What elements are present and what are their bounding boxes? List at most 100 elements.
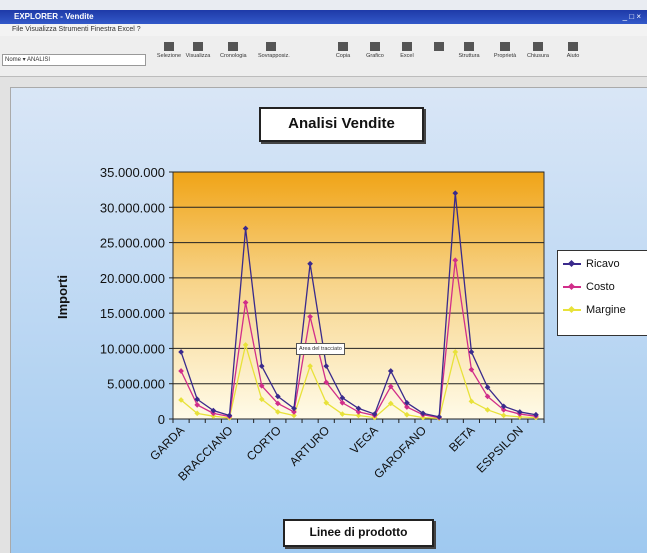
legend-label: Margine bbox=[586, 304, 626, 316]
plot-area-tooltip: Area del tracciato bbox=[296, 343, 345, 355]
toolbar-button-7[interactable] bbox=[426, 40, 452, 70]
toolbar-button-2[interactable]: Cronologia bbox=[220, 40, 247, 70]
menu-bar[interactable]: File Visualizza Strumenti Finestra Excel… bbox=[0, 24, 647, 36]
y-axis-title: Importi bbox=[55, 275, 70, 319]
toolbar-button-9[interactable]: Proprietà bbox=[492, 40, 518, 70]
data-point-margine bbox=[242, 342, 249, 348]
toolbar-button-4[interactable]: Copia bbox=[330, 40, 356, 70]
toolbar-icon bbox=[164, 42, 174, 51]
data-point-costo bbox=[275, 400, 281, 407]
data-point-costo bbox=[452, 257, 459, 264]
chart-legend[interactable]: Ricavo Costo Margine bbox=[557, 250, 647, 336]
data-point-costo bbox=[404, 404, 410, 410]
data-point-ricavo bbox=[533, 411, 539, 418]
name-box[interactable]: Nome ▾ ANALISI bbox=[2, 54, 146, 66]
data-point-ricavo bbox=[210, 407, 217, 414]
data-point-margine bbox=[404, 411, 410, 418]
data-point-ricavo bbox=[468, 349, 475, 355]
toolbar-icon bbox=[193, 42, 203, 51]
data-point-margine bbox=[323, 399, 330, 406]
x-tick-label: GAROFANO bbox=[371, 423, 429, 481]
legend-label: Ricavo bbox=[586, 258, 620, 270]
toolbar-icon bbox=[434, 42, 444, 51]
x-tick-label: ESPSILON bbox=[474, 423, 526, 475]
data-point-ricavo bbox=[242, 225, 249, 232]
data-point-ricavo bbox=[387, 368, 394, 374]
data-point-costo bbox=[291, 409, 297, 415]
legend-item-ricavo[interactable]: Ricavo bbox=[558, 254, 647, 274]
data-point-margine bbox=[291, 412, 297, 419]
data-point-margine bbox=[387, 400, 394, 407]
data-point-costo bbox=[258, 383, 265, 389]
data-point-margine bbox=[484, 406, 491, 413]
x-tick-label: BETA bbox=[446, 423, 477, 454]
data-point-ricavo bbox=[500, 403, 507, 410]
legend-item-margine[interactable]: Margine bbox=[558, 300, 647, 320]
toolbar-button-1[interactable]: Visualizza bbox=[185, 40, 211, 70]
title-bar: EXPLORER - Vendite _ □ × bbox=[0, 10, 647, 24]
data-point-ricavo bbox=[371, 411, 378, 417]
x-axis-title[interactable]: Linee di prodotto bbox=[283, 519, 434, 547]
toolbar-button-8[interactable]: Struttura bbox=[456, 40, 482, 70]
data-point-costo bbox=[323, 379, 330, 386]
toolbar-button-11[interactable]: Aiuto bbox=[560, 40, 586, 70]
data-point-margine bbox=[178, 397, 184, 403]
toolbar-icon bbox=[338, 42, 348, 51]
data-point-ricavo bbox=[516, 409, 523, 415]
y-tick-label: 5.000.000 bbox=[107, 377, 165, 392]
y-tick-label: 15.000.000 bbox=[100, 306, 165, 321]
data-point-costo bbox=[178, 368, 184, 374]
y-tick-label: 25.000.000 bbox=[100, 236, 165, 251]
toolbar-button-10[interactable]: Chiusura bbox=[525, 40, 551, 70]
data-point-ricavo bbox=[452, 190, 459, 196]
x-tick-label: GARDA bbox=[147, 423, 187, 463]
data-point-margine bbox=[258, 396, 265, 403]
toolbar-icon bbox=[402, 42, 412, 51]
plot-area bbox=[172, 171, 545, 420]
toolbar-icon bbox=[464, 42, 474, 51]
data-point-ricavo bbox=[291, 405, 297, 412]
toolbar-button-label: Visualizza bbox=[185, 53, 211, 59]
data-point-costo bbox=[355, 409, 362, 415]
toolbar-button-0[interactable]: Selezione bbox=[156, 40, 182, 70]
data-point-ricavo bbox=[436, 414, 442, 420]
toolbar-button-label: Selezione bbox=[156, 53, 182, 59]
legend-label: Costo bbox=[586, 281, 615, 293]
data-point-ricavo bbox=[355, 405, 362, 412]
data-point-ricavo bbox=[275, 393, 281, 400]
legend-item-costo[interactable]: Costo bbox=[558, 277, 647, 297]
toolbar-button-5[interactable]: Grafico bbox=[362, 40, 388, 70]
toolbar-button-label: Proprietà bbox=[493, 53, 517, 59]
toolbar-button-6[interactable]: Excel bbox=[394, 40, 420, 70]
data-point-costo bbox=[484, 393, 491, 400]
data-point-ricavo bbox=[226, 412, 233, 419]
y-tick-label: 10.000.000 bbox=[100, 341, 165, 356]
data-point-costo bbox=[339, 399, 346, 406]
toolbar-button-label: Aiuto bbox=[566, 53, 580, 59]
data-point-margine bbox=[339, 411, 346, 417]
data-point-ricavo bbox=[484, 384, 491, 391]
data-point-margine bbox=[500, 412, 507, 419]
data-point-costo bbox=[242, 299, 249, 306]
data-point-costo bbox=[307, 313, 313, 320]
toolbar-icon bbox=[266, 42, 276, 51]
window-controls[interactable]: _ □ × bbox=[622, 12, 641, 21]
y-tick-label: 20.000.000 bbox=[100, 271, 165, 286]
column-header bbox=[0, 77, 647, 88]
x-tick-label: ARTURO bbox=[287, 423, 333, 469]
data-point-margine bbox=[355, 412, 362, 419]
x-tick-label: VEGA bbox=[347, 423, 380, 456]
toolbar-button-label: Chiusura bbox=[526, 53, 549, 59]
menu-text[interactable]: File Visualizza Strumenti Finestra Excel… bbox=[12, 26, 141, 33]
data-point-margine bbox=[275, 409, 281, 415]
toolbar-button-label: Cronologia bbox=[220, 53, 247, 59]
data-point-ricavo bbox=[404, 399, 410, 406]
data-point-ricavo bbox=[420, 410, 426, 417]
toolbar-icon bbox=[568, 42, 578, 51]
chart-title[interactable]: Analisi Vendite bbox=[259, 107, 424, 142]
toolbar-button-label: Excel bbox=[400, 53, 414, 59]
legend-marker-icon bbox=[567, 259, 576, 268]
toolbar-button-3[interactable]: Sovrapposiz. bbox=[258, 40, 290, 70]
toolbar-button-label: Grafico bbox=[366, 53, 384, 59]
